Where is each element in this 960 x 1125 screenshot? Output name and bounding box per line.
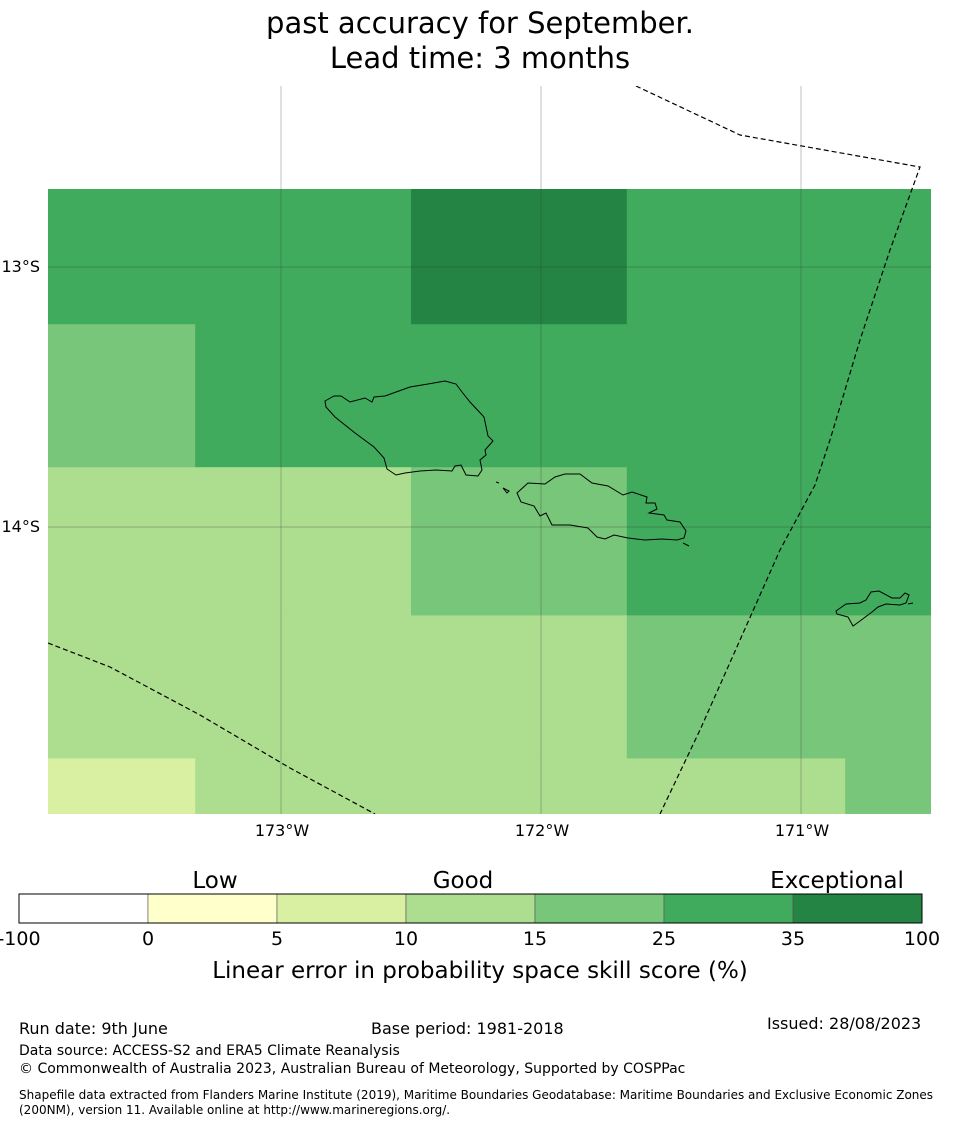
colorbar-tick: 15 — [522, 928, 548, 950]
upolu-island — [516, 473, 687, 541]
eez-boundaries — [48, 86, 921, 814]
issued-date: Issued: 28/08/2023 — [767, 1014, 922, 1033]
skill-cell — [626, 615, 931, 759]
lat-label-14s: 14°S — [1, 517, 40, 536]
apolima-islet — [495, 481, 500, 484]
colorbar-swatch — [276, 893, 407, 924]
colorbar-tick: -100 — [0, 928, 41, 950]
copyright-notice: © Commonwealth of Australia 2023, Austra… — [19, 1061, 686, 1077]
skill-cell — [48, 615, 628, 759]
aunuu-islet — [907, 602, 914, 605]
eez-boundary-south-west — [48, 642, 376, 814]
skill-cell — [195, 324, 628, 468]
skill-cell — [411, 467, 628, 616]
colorbar-swatch — [147, 893, 278, 924]
colorbar-swatch — [534, 893, 665, 924]
colorbar-swatch — [405, 893, 536, 924]
colorbar-swatch — [663, 893, 794, 924]
shapefile-credit-line-1: Shapefile data extracted from Flanders M… — [19, 1088, 934, 1102]
skill-cell — [845, 758, 931, 814]
category-low: Low — [192, 868, 238, 894]
colorbar — [18, 893, 923, 924]
colorbar-tick: 5 — [270, 928, 284, 950]
colorbar-swatch — [18, 893, 149, 924]
colorbar-tick: 10 — [393, 928, 419, 950]
island-outlines — [324, 380, 914, 627]
skill-cell — [48, 189, 196, 325]
lon-label-172w: 172°W — [514, 821, 570, 840]
map-title-line-1: past accuracy for September. — [266, 6, 694, 40]
base-period: Base period: 1981-2018 — [371, 1019, 564, 1038]
colorbar-tick: 35 — [780, 928, 806, 950]
run-date: Run date: 9th June — [19, 1019, 168, 1038]
colorbar-swatch — [792, 893, 923, 924]
colorbar-label: Linear error in probability space skill … — [212, 958, 748, 984]
shapefile-credit-line-2: (200NM), version 11. Available online at… — [19, 1103, 451, 1117]
tutuila-island — [835, 590, 910, 627]
skill-cell — [195, 189, 412, 325]
eez-boundary-north-east — [635, 86, 921, 814]
colorbar-tick: 25 — [651, 928, 677, 950]
category-exceptional: Exceptional — [770, 868, 904, 894]
graticule — [48, 86, 931, 814]
upolu-east-tip — [682, 542, 690, 547]
skill-cell — [626, 324, 931, 468]
category-good: Good — [432, 868, 494, 894]
skill-cell — [626, 189, 931, 325]
lon-label-171w: 171°W — [774, 821, 830, 840]
skill-cell — [626, 467, 931, 616]
colorbar-outline — [18, 893, 923, 924]
skill-cell — [48, 467, 412, 616]
data-source: Data source: ACCESS-S2 and ERA5 Climate … — [19, 1043, 400, 1059]
skill-cell — [411, 189, 628, 325]
skill-cell — [195, 758, 846, 814]
colorbar-tick: 100 — [903, 928, 941, 950]
skill-cells-layer — [48, 189, 931, 814]
savaii-island — [324, 380, 494, 477]
skill-cell — [48, 324, 196, 468]
colorbar-tick: 0 — [141, 928, 155, 950]
lat-label-13s: 13°S — [1, 257, 40, 276]
skill-cell — [48, 758, 196, 814]
manono-islet — [502, 487, 510, 494]
lon-label-173w: 173°W — [254, 821, 310, 840]
map-title-line-2: Lead time: 3 months — [329, 41, 631, 75]
